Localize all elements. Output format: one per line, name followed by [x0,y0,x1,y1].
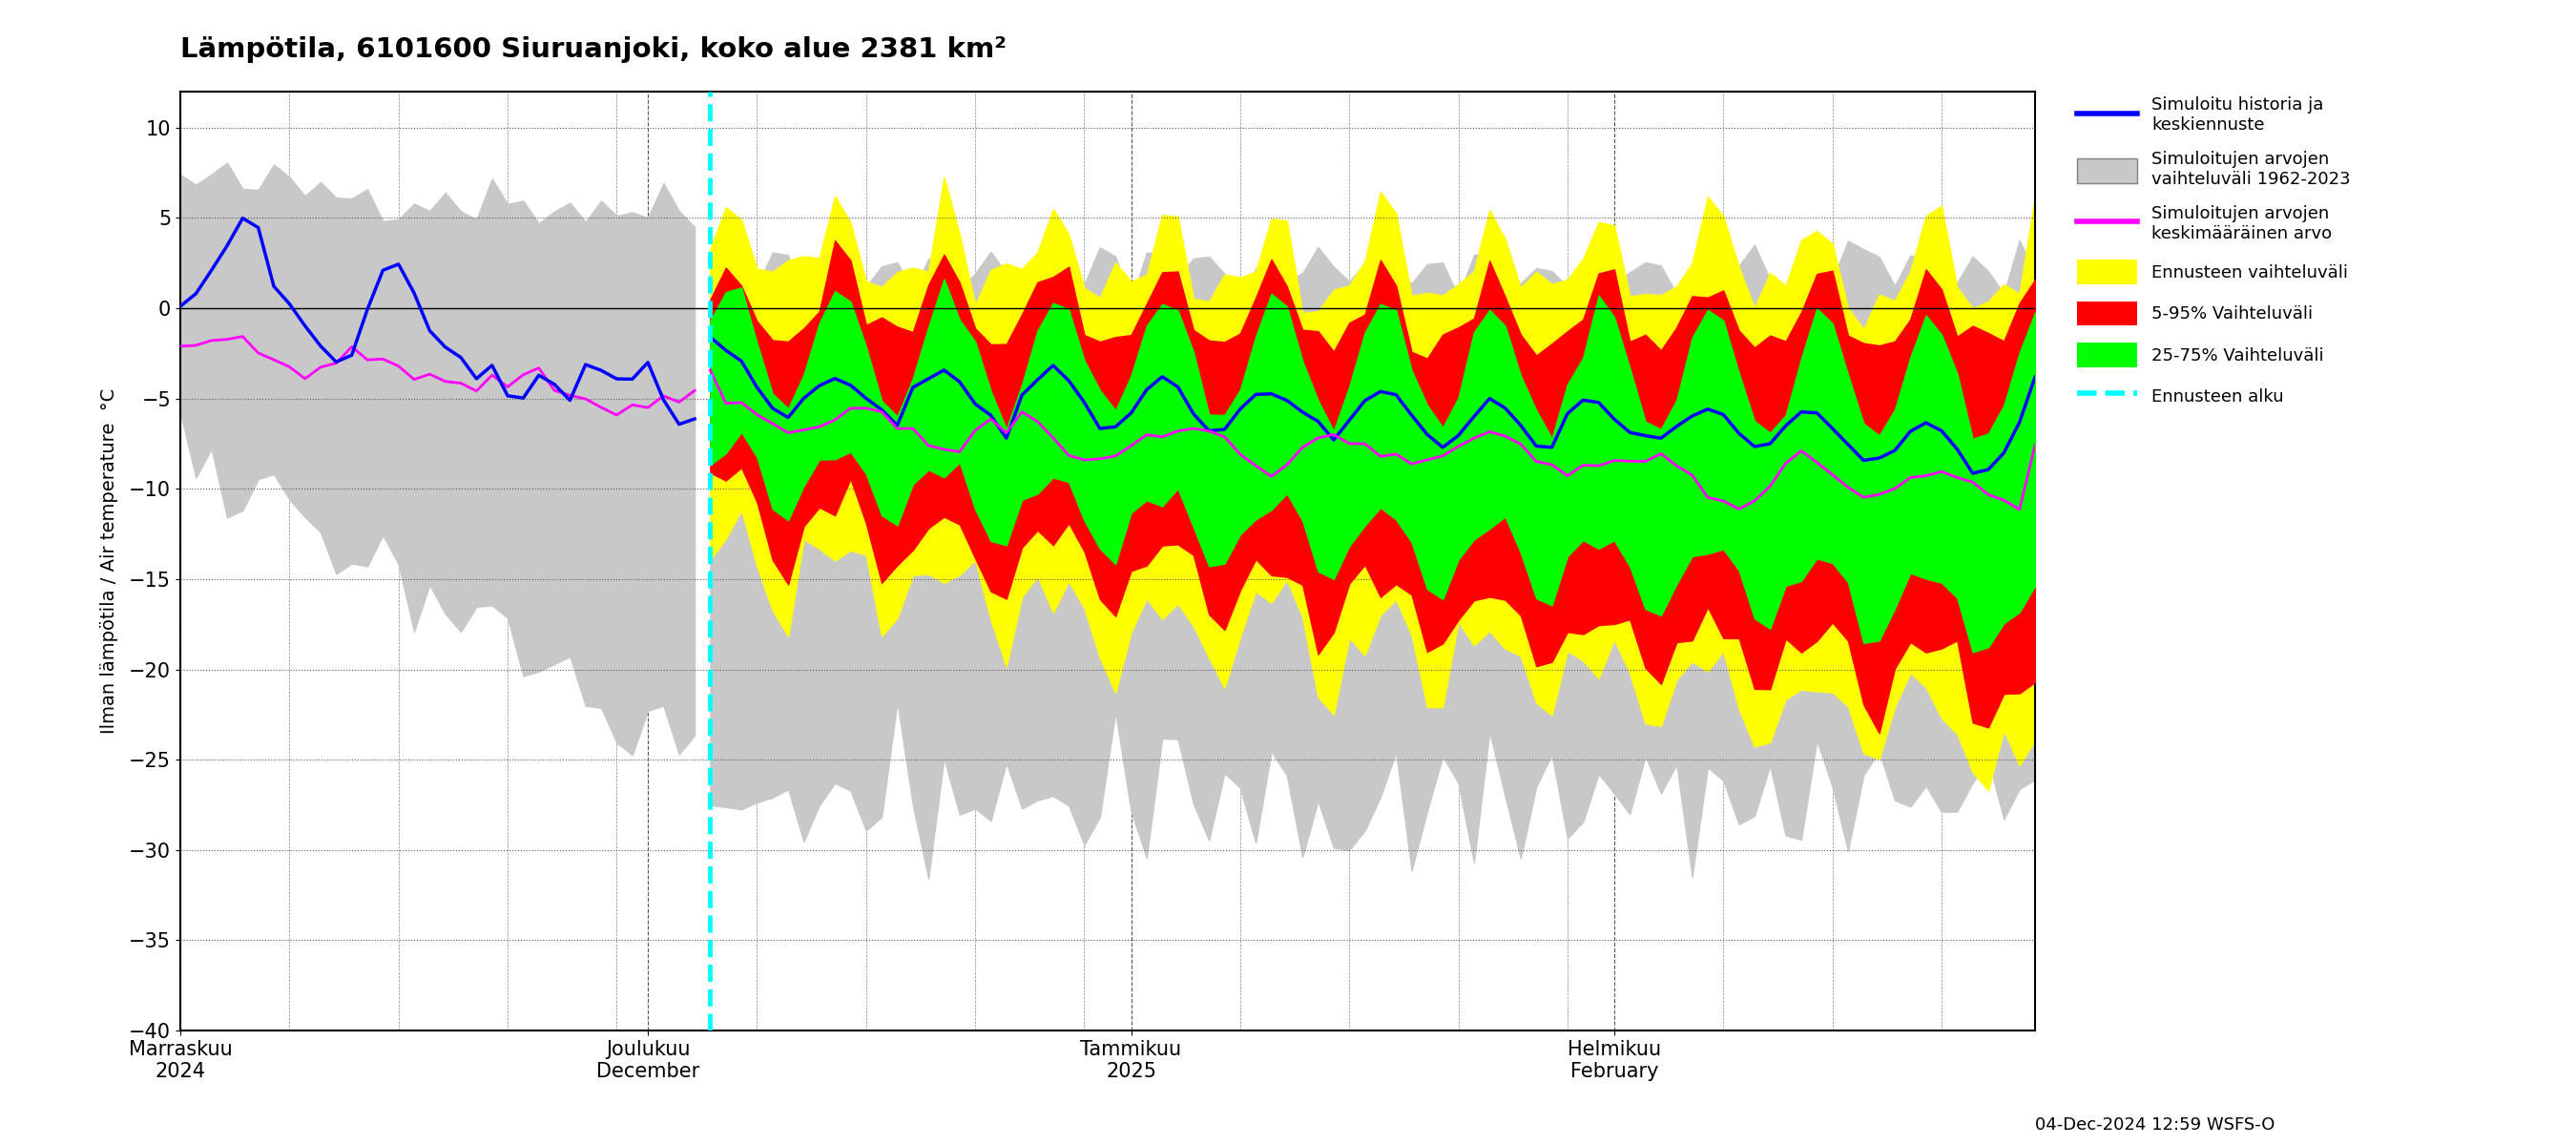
Legend: Simuloitu historia ja
keskiennuste, Simuloitujen arvojen
vaihteluväli 1962-2023,: Simuloitu historia ja keskiennuste, Simu… [2071,92,2354,413]
Text: 04-Dec-2024 12:59 WSFS-O: 04-Dec-2024 12:59 WSFS-O [2035,1116,2275,1134]
Y-axis label: Ilman lämpötila / Air temperature  °C: Ilman lämpötila / Air temperature °C [100,388,118,734]
Text: Lämpötila, 6101600 Siuruanjoki, koko alue 2381 km²: Lämpötila, 6101600 Siuruanjoki, koko alu… [180,35,1007,63]
